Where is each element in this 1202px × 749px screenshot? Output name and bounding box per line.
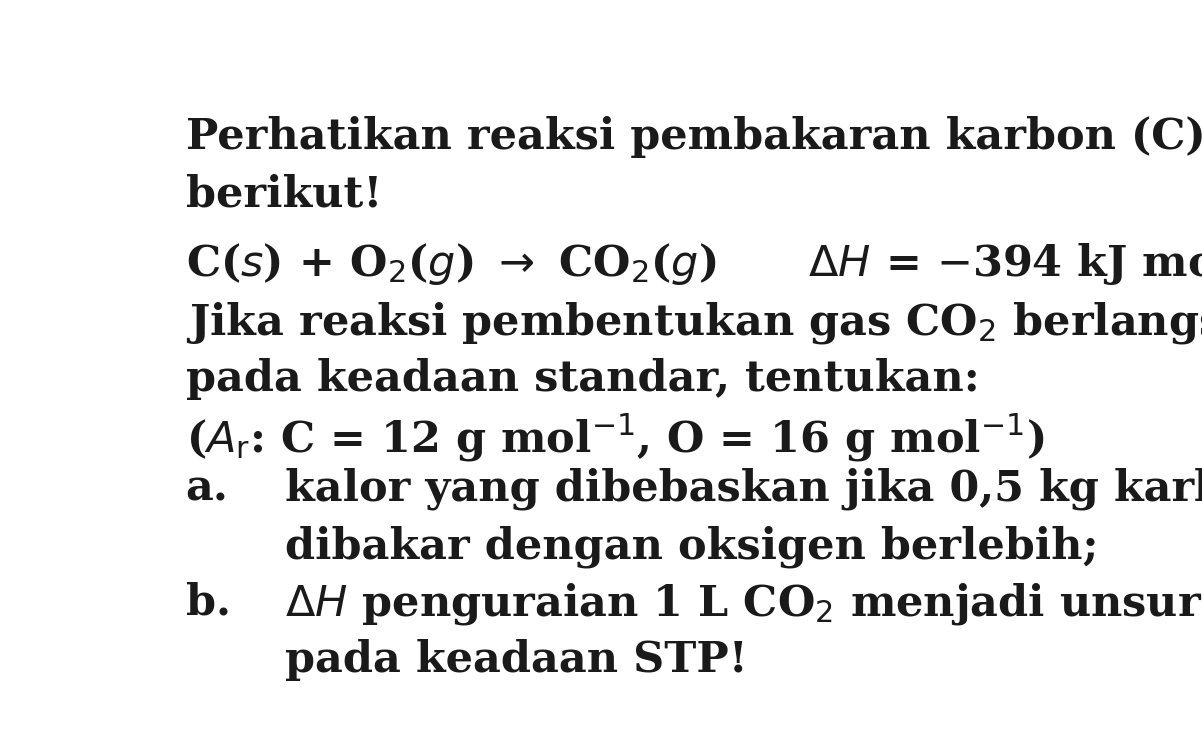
Text: a.: a. [185, 467, 228, 509]
Text: C($s$) + O$_2$($g$) $\rightarrow$ CO$_2$($g$)      $\Delta H$ = $-$394 kJ mol$^{: C($s$) + O$_2$($g$) $\rightarrow$ CO$_2$… [185, 237, 1202, 288]
Text: pada keadaan STP!: pada keadaan STP! [285, 639, 748, 681]
Text: pada keadaan standar, tentukan:: pada keadaan standar, tentukan: [185, 358, 980, 400]
Text: dibakar dengan oksigen berlebih;: dibakar dengan oksigen berlebih; [285, 525, 1099, 568]
Text: ($A_\mathrm{r}$: C = 12 g mol$^{-1}$, O = 16 g mol$^{-1}$): ($A_\mathrm{r}$: C = 12 g mol$^{-1}$, O … [185, 413, 1045, 464]
Text: kalor yang dibebaskan jika 0,5 kg karbon: kalor yang dibebaskan jika 0,5 kg karbon [285, 467, 1202, 510]
Text: b.: b. [185, 581, 231, 623]
Text: $\Delta H$ penguraian 1 L CO$_2$ menjadi unsur-unsurnya: $\Delta H$ penguraian 1 L CO$_2$ menjadi… [285, 581, 1202, 627]
Text: Perhatikan reaksi pembakaran karbon (C)·sebagai: Perhatikan reaksi pembakaran karbon (C)·… [185, 116, 1202, 158]
Text: berikut!: berikut! [185, 174, 382, 216]
Text: Jika reaksi pembentukan gas CO$_2$ berlangsung: Jika reaksi pembentukan gas CO$_2$ berla… [185, 300, 1202, 346]
